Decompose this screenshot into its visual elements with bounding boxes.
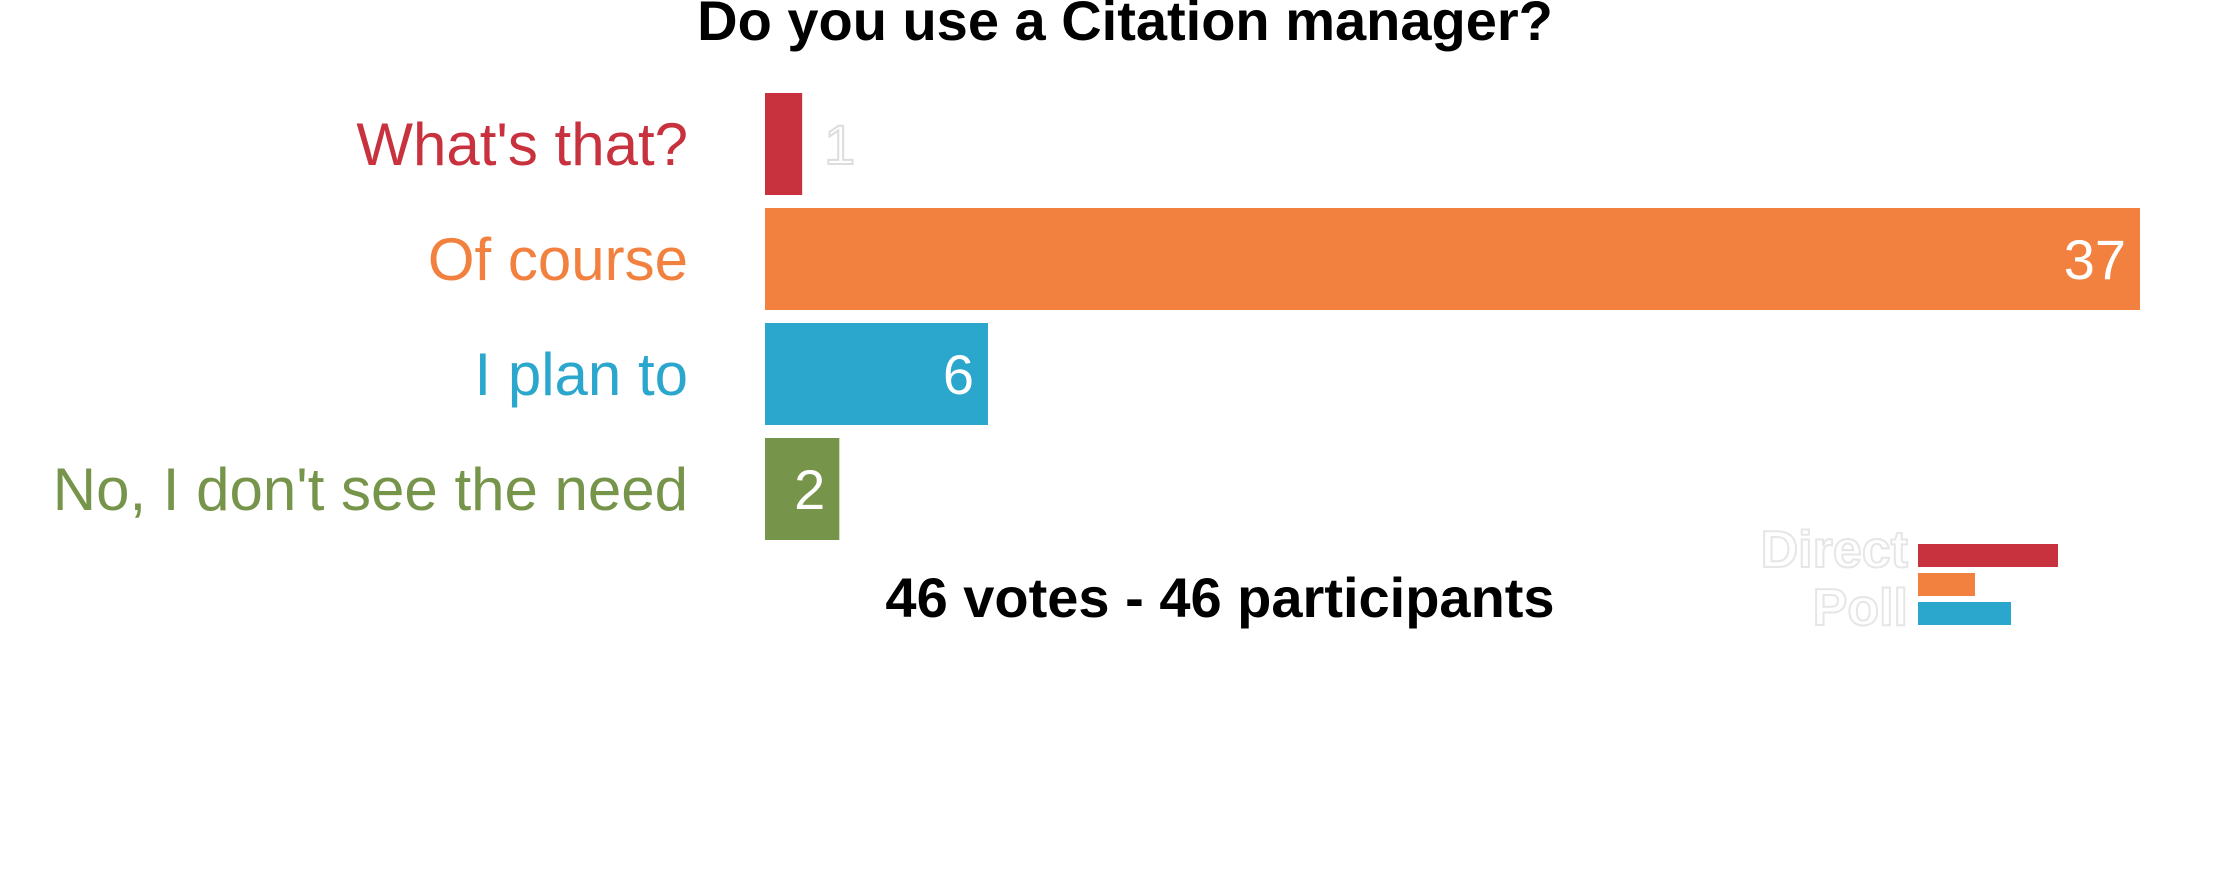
logo-text-direct: Direct [1761,521,1908,579]
bars-group: What's that? 1 Of course 37 I plan to 6 No, I … [53,93,2140,540]
category-label: No, I don't see the need [53,456,688,523]
logo-bar [1918,573,1975,596]
logo-bar [1918,544,2058,567]
bar [765,323,988,425]
bar [765,208,2140,310]
directpoll-logo: Direct Poll [1760,520,2058,638]
vote-summary: 46 votes - 46 participants [885,566,1554,629]
value-label: 1 [824,113,855,176]
category-label: What's that? [356,111,688,178]
category-label: I plan to [475,341,689,408]
chart-title: Do you use a Citation manager? [697,0,1553,52]
value-label: 2 [794,458,825,521]
value-label: 37 [2064,228,2126,291]
logo-bar [1918,602,2011,625]
category-label: Of course [428,226,688,293]
bar [765,438,840,540]
value-label: 6 [943,343,974,406]
logo-text-poll: Poll [1813,579,1908,637]
bar [765,93,803,195]
